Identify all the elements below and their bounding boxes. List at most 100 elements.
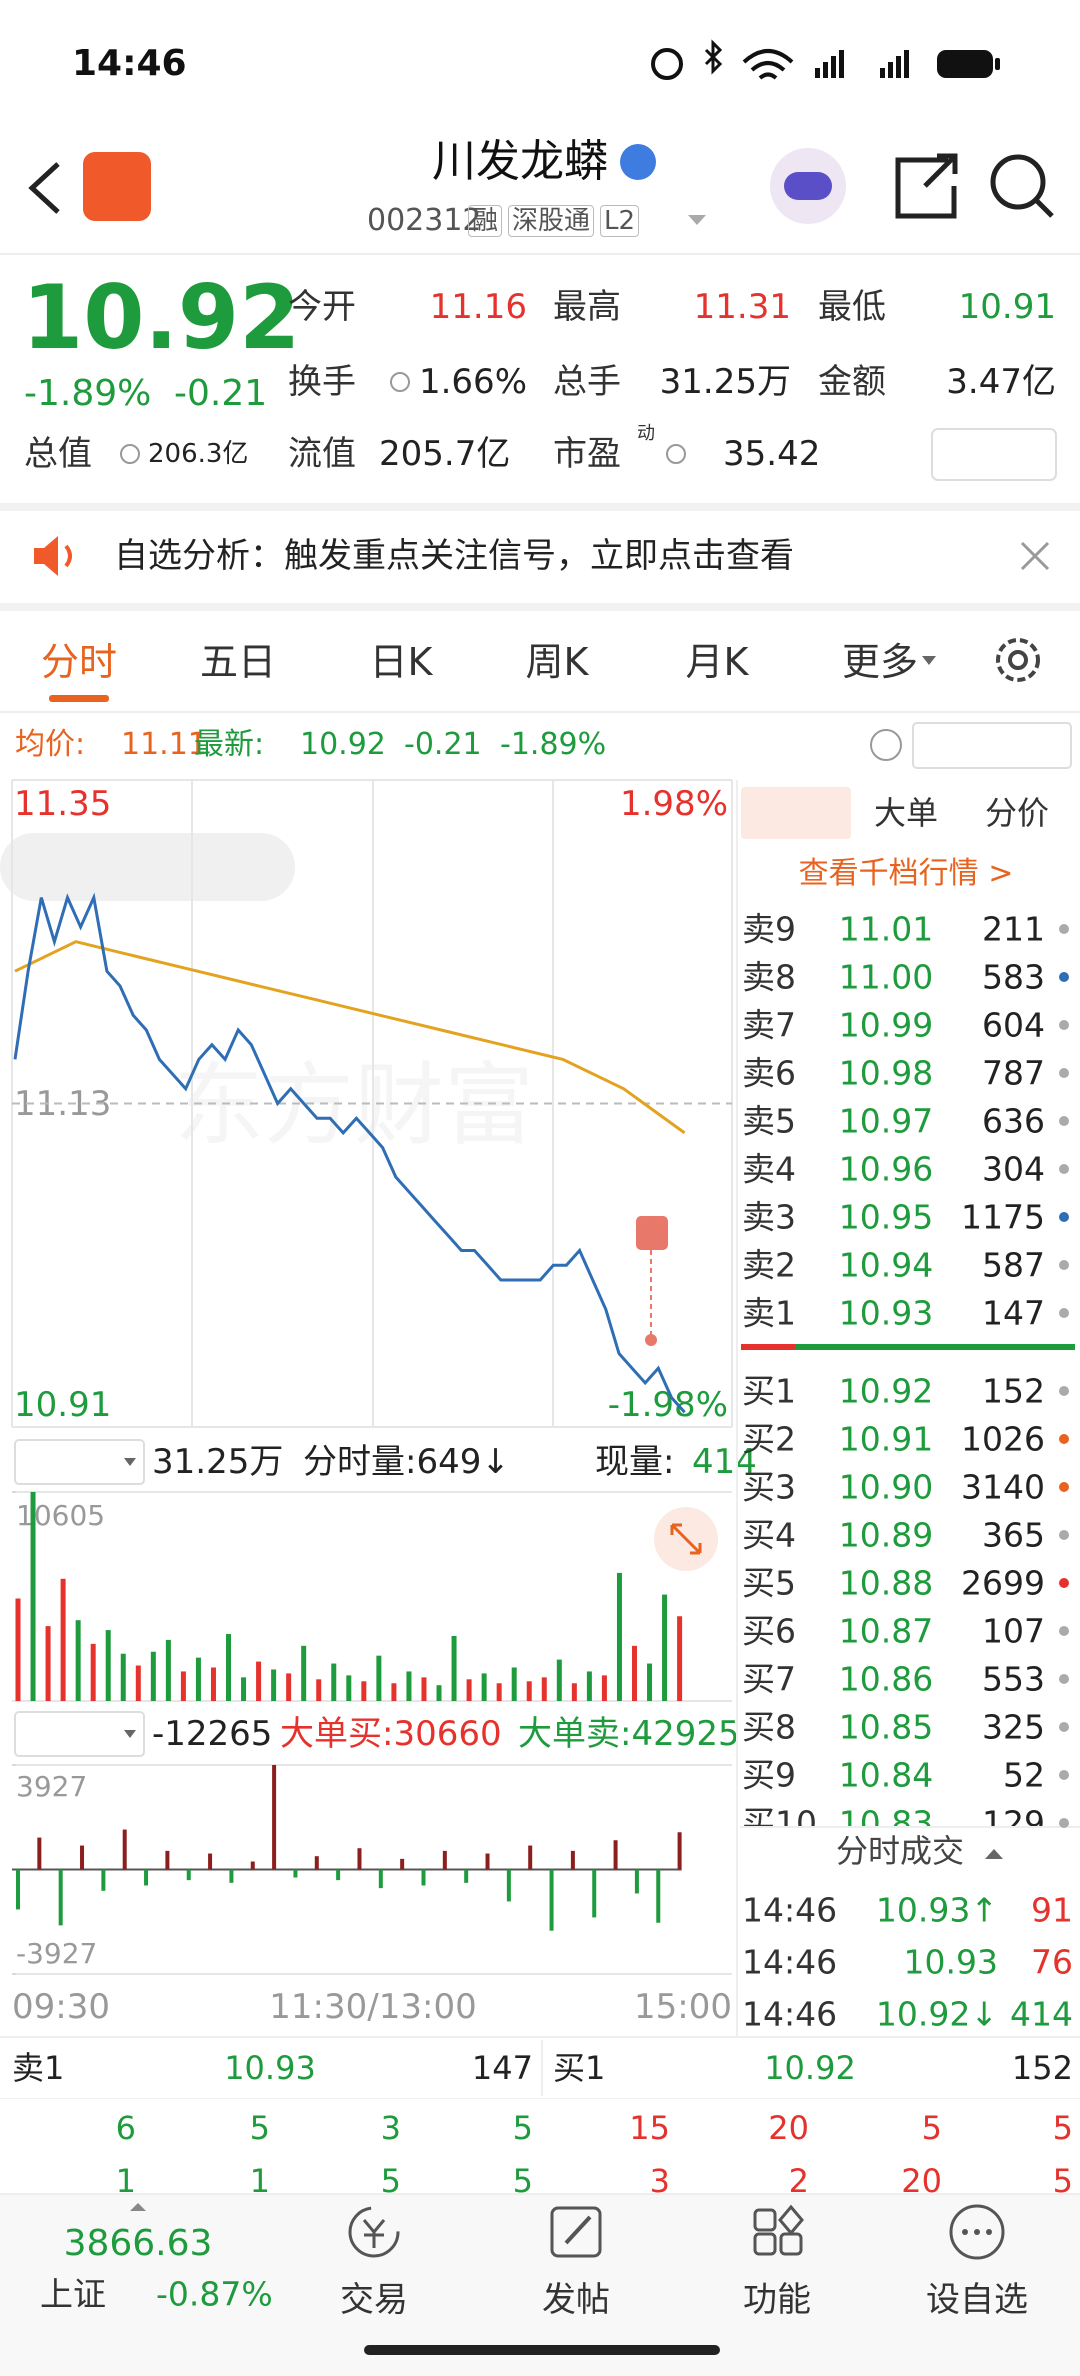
info-icon <box>120 444 140 464</box>
fav-icon <box>986 2229 992 2235</box>
notice-text[interactable]: 自选分析：触发重点关注信号，立即点击查看 <box>114 536 794 576</box>
volume-bar <box>60 1578 66 1701</box>
detail-cell: 6 <box>115 2109 136 2147</box>
ask-price: 10.93 <box>224 2049 316 2087</box>
trades-title[interactable]: 分时成交 <box>835 1832 965 1870</box>
nav-item[interactable]: 交易 <box>340 2280 408 2320</box>
book-label: 卖8 <box>742 957 796 997</box>
net-bar <box>485 1853 490 1870</box>
net-bar <box>144 1869 149 1886</box>
close-icon[interactable] <box>1020 541 1050 571</box>
avatar <box>784 172 832 200</box>
dropdown-icon[interactable] <box>688 215 706 225</box>
net-label[interactable]: 大单净量 <box>22 1716 142 1751</box>
ratio-bar <box>741 1344 795 1350</box>
book-tab[interactable]: 大单 <box>873 794 939 832</box>
book-dot <box>1059 1308 1069 1318</box>
net-bar <box>421 1869 426 1886</box>
bid-price: 10.92 <box>764 2049 856 2087</box>
book-label: 买9 <box>742 1755 796 1795</box>
book-label: 卖2 <box>742 1245 796 1285</box>
fullscreen-button[interactable] <box>654 1507 718 1571</box>
back-icon[interactable] <box>28 162 60 214</box>
volume-bar <box>45 1626 51 1701</box>
volume-bar <box>316 1679 322 1701</box>
trade-volume: 91 <box>1031 1890 1073 1930</box>
logo-text: 东方 <box>94 159 140 184</box>
book-volume: 304 <box>982 1149 1045 1189</box>
net-bar <box>442 1850 447 1870</box>
field-value: 11.16 <box>429 287 527 327</box>
volume-bar <box>195 1657 201 1701</box>
book-tab[interactable]: 分价 <box>984 794 1050 832</box>
net-bar <box>613 1840 618 1870</box>
avatar[interactable] <box>770 148 846 224</box>
mode-button[interactable]: 大单模式 <box>932 727 1052 762</box>
y2-tick-label: 1.98% <box>619 784 728 824</box>
func-icon <box>779 2232 803 2256</box>
last-price: 10.92 <box>300 727 386 762</box>
stock-name: 川发龙蟒 <box>432 136 608 187</box>
net-bar <box>80 1845 85 1870</box>
trade-time: 14:46 <box>742 1890 838 1930</box>
share-icon[interactable] <box>895 153 958 219</box>
ratio-bar <box>795 1344 1075 1350</box>
net-bar <box>37 1837 42 1870</box>
nav-item[interactable]: 发帖 <box>542 2280 610 2320</box>
tab[interactable]: 月K <box>685 640 749 684</box>
book-dot <box>1059 1482 1069 1492</box>
divider <box>0 603 1080 611</box>
volume-bar <box>451 1635 457 1701</box>
dropdown-icon[interactable] <box>922 656 936 665</box>
volume-label[interactable]: 成交量 <box>22 1443 119 1481</box>
book-dot <box>1059 1116 1069 1126</box>
book-tab[interactable]: 千档 <box>763 794 829 832</box>
field-label: 总值 <box>24 434 92 474</box>
stock-code: 002312 <box>367 203 482 238</box>
book-price: 11.01 <box>838 909 934 949</box>
post-icon <box>564 2215 592 2245</box>
book-label: 卖6 <box>742 1053 796 1093</box>
field-value: 35.42 <box>723 434 821 474</box>
search-icon[interactable] <box>990 154 1046 210</box>
book-volume: 636 <box>982 1101 1045 1141</box>
net-bar <box>250 1861 255 1870</box>
net-bar <box>656 1869 661 1923</box>
help-icon[interactable] <box>870 729 902 761</box>
tab[interactable]: 周K <box>525 640 589 684</box>
tab[interactable]: 五日 <box>199 640 277 684</box>
book-price: 10.98 <box>838 1053 934 1093</box>
trade-icon <box>362 2219 386 2248</box>
trade-price: 10.93 <box>903 1942 998 1982</box>
volume-bar <box>466 1679 472 1701</box>
book-label: 买3 <box>742 1467 796 1507</box>
book-price: 10.96 <box>838 1149 934 1189</box>
net-bar <box>208 1853 213 1870</box>
book-dot <box>1059 1722 1069 1732</box>
trades-panel <box>740 1826 1080 2038</box>
status-time: 14:46 <box>72 43 187 84</box>
net-bar <box>122 1829 127 1870</box>
speaker-icon <box>34 536 58 576</box>
net-bar <box>272 1765 277 1870</box>
book-price: 10.91 <box>838 1419 934 1459</box>
volume-bar <box>286 1673 292 1701</box>
divider <box>0 503 1080 511</box>
book-price: 10.87 <box>838 1611 934 1651</box>
divider <box>0 2098 1080 2099</box>
book-link[interactable]: 查看千档行情 > <box>798 856 1014 891</box>
tab[interactable]: 分时 <box>40 640 118 684</box>
tab[interactable]: 更多 <box>841 640 919 684</box>
index-value: 3866.63 <box>63 2223 213 2264</box>
field-value: 11.31 <box>693 287 791 327</box>
book-price: 10.95 <box>838 1197 934 1237</box>
book-dot <box>1059 1626 1069 1636</box>
more-button[interactable]: 更多 <box>961 435 1027 473</box>
detail-cell: 20 <box>901 2162 942 2200</box>
nav-item[interactable]: 功能 <box>743 2280 811 2320</box>
nav-item[interactable]: 设自选 <box>926 2280 1028 2320</box>
tab[interactable]: 日K <box>369 640 433 684</box>
book-volume: 587 <box>982 1245 1045 1285</box>
settings-icon[interactable] <box>996 638 1040 682</box>
volume-bar <box>601 1675 607 1701</box>
